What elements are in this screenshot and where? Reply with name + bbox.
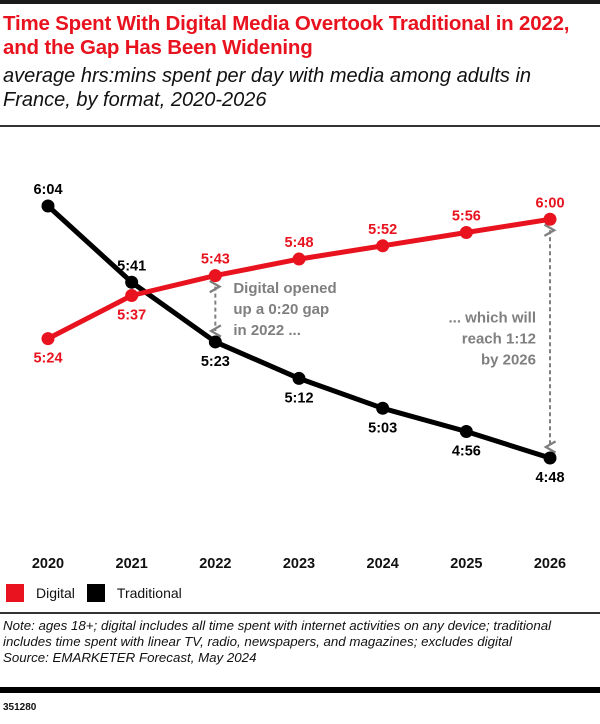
data-point-digital-2022 — [208, 269, 222, 283]
header-divider — [0, 125, 600, 127]
data-label-digital-2023: 5:48 — [284, 235, 313, 251]
data-label-digital-2021: 5:37 — [117, 308, 146, 324]
legend-label-traditional: Traditional — [116, 585, 182, 601]
data-point-digital-2023 — [292, 252, 306, 266]
data-point-digital-2021 — [125, 289, 139, 303]
data-label-digital-2026: 6:00 — [535, 195, 564, 211]
data-point-traditional-2026 — [543, 451, 557, 465]
chart-id: 351280 — [3, 702, 37, 713]
data-label-digital-2025: 5:56 — [452, 209, 481, 225]
data-point-digital-2024 — [376, 239, 390, 253]
note-text: Note: ages 18+; digital includes all tim… — [3, 618, 552, 649]
data-point-digital-2026 — [543, 212, 557, 226]
data-label-digital-2024: 5:52 — [368, 222, 397, 238]
source-text: Source: EMARKETER Forecast, May 2024 — [3, 650, 257, 665]
data-point-digital-2025 — [459, 226, 473, 240]
data-point-traditional-2021 — [125, 275, 139, 289]
legend-label-digital: Digital — [36, 585, 75, 601]
data-point-traditional-2024 — [376, 401, 390, 415]
legend-swatch-digital — [6, 584, 24, 602]
data-point-traditional-2020 — [41, 199, 55, 213]
x-tick-label-2024: 2024 — [367, 556, 399, 572]
x-tick-label-2021: 2021 — [116, 556, 148, 572]
data-label-traditional-2026: 4:48 — [535, 470, 564, 486]
data-label-traditional-2020: 6:04 — [33, 182, 62, 198]
chart-subtitle: average hrs:mins spent per day with medi… — [3, 65, 532, 111]
annotation-text-2022: Digital opened up a 0:20 gap in 2022 ... — [233, 280, 336, 339]
data-label-traditional-2025: 4:56 — [452, 443, 481, 459]
data-point-traditional-2025 — [459, 424, 473, 438]
x-tick-label-2025: 2025 — [450, 556, 482, 572]
x-tick-label-2022: 2022 — [199, 556, 231, 572]
legend: Digital Traditional — [6, 581, 194, 605]
data-label-traditional-2021: 5:41 — [117, 258, 146, 274]
bottom-border — [0, 687, 600, 693]
data-point-traditional-2023 — [292, 371, 306, 385]
annotation-text-2026: ... which will reach 1:12 by 2026 — [448, 310, 536, 369]
top-border — [0, 0, 600, 4]
data-label-traditional-2022: 5:23 — [201, 354, 230, 370]
data-point-digital-2020 — [41, 332, 55, 346]
data-label-digital-2022: 5:43 — [201, 252, 230, 268]
x-tick-label-2026: 2026 — [534, 556, 566, 572]
data-label-traditional-2024: 5:03 — [368, 420, 397, 436]
footnote: Note: ages 18+; digital includes all tim… — [3, 618, 597, 666]
chart-title: Time Spent With Digital Media Overtook T… — [3, 12, 570, 59]
data-label-traditional-2023: 5:12 — [284, 390, 313, 406]
line-chart: Digital opened up a 0:20 gap in 2022 .....… — [32, 182, 566, 572]
data-label-digital-2020: 5:24 — [33, 351, 62, 367]
x-tick-label-2020: 2020 — [32, 556, 64, 572]
data-point-traditional-2022 — [208, 335, 222, 349]
legend-swatch-traditional — [86, 584, 105, 602]
x-tick-label-2023: 2023 — [283, 556, 315, 572]
footer-divider — [0, 612, 600, 614]
